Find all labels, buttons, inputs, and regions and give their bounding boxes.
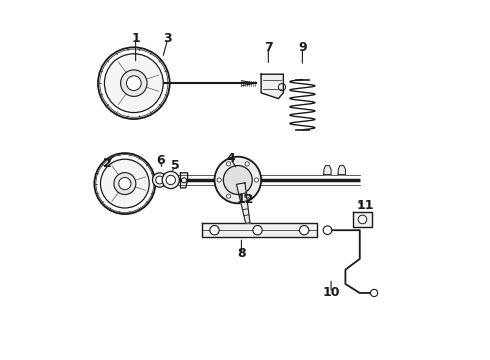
- Circle shape: [156, 176, 164, 184]
- Circle shape: [299, 226, 309, 235]
- Circle shape: [226, 194, 231, 198]
- Circle shape: [217, 178, 221, 182]
- Text: 9: 9: [298, 41, 307, 54]
- Polygon shape: [338, 166, 345, 175]
- Circle shape: [215, 157, 261, 203]
- Text: 6: 6: [156, 154, 165, 167]
- Text: 11: 11: [356, 199, 374, 212]
- Circle shape: [166, 175, 175, 185]
- Text: 4: 4: [226, 152, 235, 165]
- Polygon shape: [353, 212, 372, 226]
- Text: 12: 12: [236, 193, 254, 206]
- Text: 2: 2: [102, 157, 111, 170]
- Circle shape: [370, 289, 378, 297]
- Polygon shape: [237, 183, 250, 224]
- Circle shape: [100, 159, 149, 208]
- Circle shape: [210, 226, 219, 235]
- Circle shape: [152, 173, 167, 187]
- Circle shape: [226, 162, 231, 166]
- Text: 5: 5: [171, 159, 179, 172]
- Polygon shape: [180, 173, 188, 188]
- Circle shape: [358, 215, 367, 224]
- Text: 3: 3: [164, 32, 172, 45]
- Text: 7: 7: [264, 41, 272, 54]
- Polygon shape: [261, 74, 283, 99]
- Circle shape: [245, 162, 249, 166]
- Circle shape: [126, 76, 141, 90]
- Circle shape: [119, 177, 131, 190]
- Text: 8: 8: [237, 247, 245, 260]
- Circle shape: [114, 172, 136, 194]
- Circle shape: [323, 226, 332, 234]
- Circle shape: [181, 178, 187, 183]
- Polygon shape: [202, 223, 317, 237]
- Polygon shape: [324, 166, 331, 175]
- Text: 10: 10: [322, 287, 340, 300]
- Circle shape: [223, 166, 252, 194]
- Circle shape: [104, 54, 163, 113]
- Text: 1: 1: [131, 32, 140, 45]
- Circle shape: [253, 226, 262, 235]
- Circle shape: [121, 70, 147, 96]
- Circle shape: [245, 194, 249, 198]
- Circle shape: [162, 171, 179, 189]
- Circle shape: [254, 178, 259, 182]
